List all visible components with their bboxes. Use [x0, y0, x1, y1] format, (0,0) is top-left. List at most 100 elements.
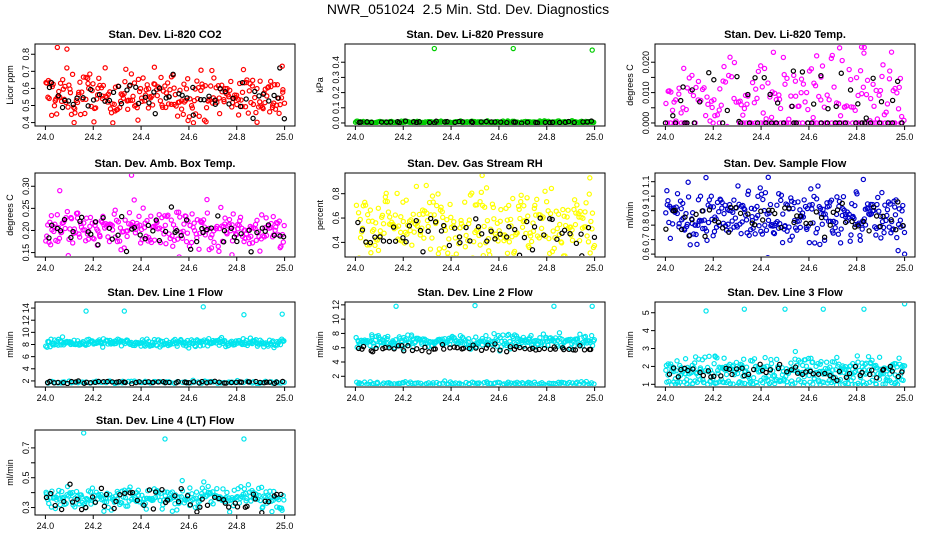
data-point: [401, 348, 407, 354]
data-point: [852, 107, 858, 114]
data-point: [719, 199, 725, 206]
data-point: [893, 227, 899, 233]
data-point: [766, 120, 772, 125]
data-point: [889, 368, 895, 374]
y-tick-label: 0.1: [331, 102, 341, 115]
data-point: [228, 225, 234, 231]
data-point: [423, 182, 429, 189]
data-point: [441, 245, 447, 251]
data-point: [721, 63, 727, 70]
data-point: [817, 241, 823, 248]
data-point: [831, 359, 837, 365]
data-point: [895, 199, 901, 205]
data-point: [176, 254, 182, 256]
data-point: [888, 217, 894, 223]
data-point: [57, 502, 64, 508]
data-point: [226, 101, 232, 107]
data-point: [254, 119, 260, 125]
data-point: [223, 380, 229, 386]
data-point: [135, 100, 142, 107]
data-point: [481, 204, 488, 210]
data-point: [557, 221, 563, 228]
data-point: [717, 86, 723, 92]
data-point: [809, 359, 816, 365]
scatter-points: [43, 431, 287, 514]
outlier-point: [80, 431, 87, 436]
data-point: [490, 347, 496, 353]
data-point: [281, 222, 287, 229]
chart-panel-10: Stan. Dev. Line 4 (LT) Flow 24.0 24.2 24.4 2…: [5, 415, 296, 531]
data-point: [873, 375, 880, 381]
data-point: [758, 208, 764, 214]
data-point: [725, 221, 731, 227]
data-point: [408, 217, 414, 223]
data-point: [444, 118, 450, 125]
data-point: [705, 101, 711, 108]
data-point: [190, 120, 197, 125]
data-point: [174, 227, 180, 234]
data-point: [75, 378, 82, 384]
data-point: [794, 370, 801, 376]
x-tick-label: 24.8: [228, 263, 246, 273]
data-point: [435, 251, 442, 256]
data-point: [207, 83, 214, 89]
data-point: [170, 71, 176, 78]
data-point: [72, 110, 78, 116]
data-point: [115, 219, 122, 225]
data-point: [362, 202, 369, 208]
data-point: [394, 190, 400, 197]
data-point: [260, 504, 266, 510]
y-tick-label: 0.0: [331, 117, 341, 130]
data-point: [51, 103, 58, 109]
data-point: [263, 379, 270, 385]
data-point: [773, 356, 780, 363]
data-point: [400, 235, 406, 241]
data-point: [797, 207, 803, 213]
data-point: [682, 120, 688, 125]
outlier-point: [901, 303, 908, 307]
data-point: [111, 101, 117, 108]
data-point: [397, 229, 404, 236]
data-point: [433, 202, 440, 209]
data-point: [53, 111, 60, 117]
data-point: [862, 120, 868, 125]
data-point: [133, 498, 140, 504]
x-tick-label: 25.0: [586, 393, 604, 403]
data-point: [714, 355, 720, 361]
data-point: [719, 205, 725, 211]
data-point: [812, 83, 819, 89]
data-point: [442, 119, 448, 125]
data-point: [682, 356, 689, 362]
data-point: [731, 59, 738, 66]
data-point: [886, 76, 893, 82]
data-point: [81, 380, 87, 386]
data-point: [734, 224, 740, 230]
data-point: [697, 193, 704, 199]
data-point: [149, 93, 155, 99]
data-point: [197, 96, 204, 103]
data-point: [113, 379, 120, 385]
data-point: [88, 231, 94, 237]
data-point: [130, 93, 136, 100]
data-point: [746, 120, 753, 125]
data-point: [175, 499, 182, 505]
y-tick-label: 1: [641, 382, 651, 387]
data-point: [410, 119, 417, 125]
data-point: [406, 223, 413, 229]
data-point: [805, 106, 811, 113]
data-point: [545, 342, 551, 348]
chart-title: Stan. Dev. Li-820 CO2: [109, 29, 222, 41]
data-point: [883, 109, 889, 115]
data-point: [150, 506, 157, 512]
y-tick-label: 1.0: [641, 190, 651, 203]
data-point: [765, 217, 772, 224]
x-tick-label: 24.2: [84, 521, 102, 531]
data-point: [481, 379, 487, 386]
data-point: [367, 207, 374, 213]
data-point: [155, 379, 161, 385]
data-point: [101, 503, 108, 509]
data-point: [554, 236, 560, 242]
data-point: [750, 366, 757, 373]
data-point: [218, 204, 224, 211]
data-point: [543, 199, 550, 205]
